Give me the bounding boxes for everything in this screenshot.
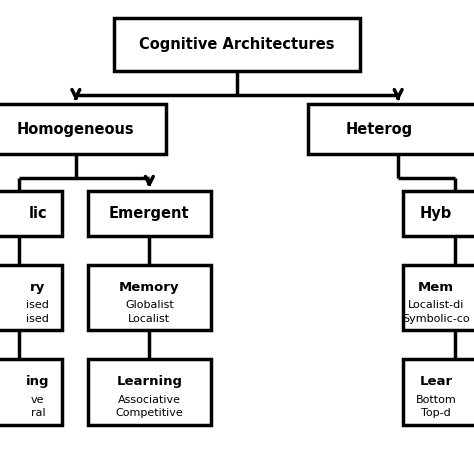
- Text: Bottom
Top-d: Bottom Top-d: [416, 395, 456, 419]
- Text: Emergent: Emergent: [109, 206, 190, 221]
- Bar: [0, 104, 166, 154]
- Text: Localist-di
Symbolic-co: Localist-di Symbolic-co: [402, 301, 470, 324]
- Text: Lear: Lear: [419, 375, 453, 388]
- Bar: [0, 359, 62, 425]
- Bar: [403, 264, 474, 330]
- Text: ve
ral: ve ral: [31, 395, 45, 419]
- Text: ing: ing: [26, 375, 50, 388]
- Bar: [0, 191, 62, 236]
- Bar: [88, 359, 211, 425]
- Text: Homogeneous: Homogeneous: [17, 121, 135, 137]
- Text: Cognitive Architectures: Cognitive Architectures: [139, 37, 335, 52]
- Text: Hyb: Hyb: [420, 206, 452, 221]
- Bar: [88, 191, 211, 236]
- Text: ised
ised: ised ised: [27, 301, 49, 324]
- Bar: [0, 264, 62, 330]
- Text: Memory: Memory: [119, 281, 180, 293]
- Text: ry: ry: [30, 281, 46, 293]
- Bar: [403, 191, 474, 236]
- Bar: [88, 264, 211, 330]
- Text: Heterog: Heterog: [346, 121, 413, 137]
- Text: Mem: Mem: [418, 281, 454, 293]
- Bar: [114, 18, 360, 71]
- Text: lic: lic: [28, 206, 47, 221]
- Text: Learning: Learning: [116, 375, 182, 388]
- Bar: [403, 359, 474, 425]
- Text: Globalist
Localist: Globalist Localist: [125, 301, 173, 324]
- Bar: [308, 104, 474, 154]
- Text: Associative
Competitive: Associative Competitive: [116, 395, 183, 419]
